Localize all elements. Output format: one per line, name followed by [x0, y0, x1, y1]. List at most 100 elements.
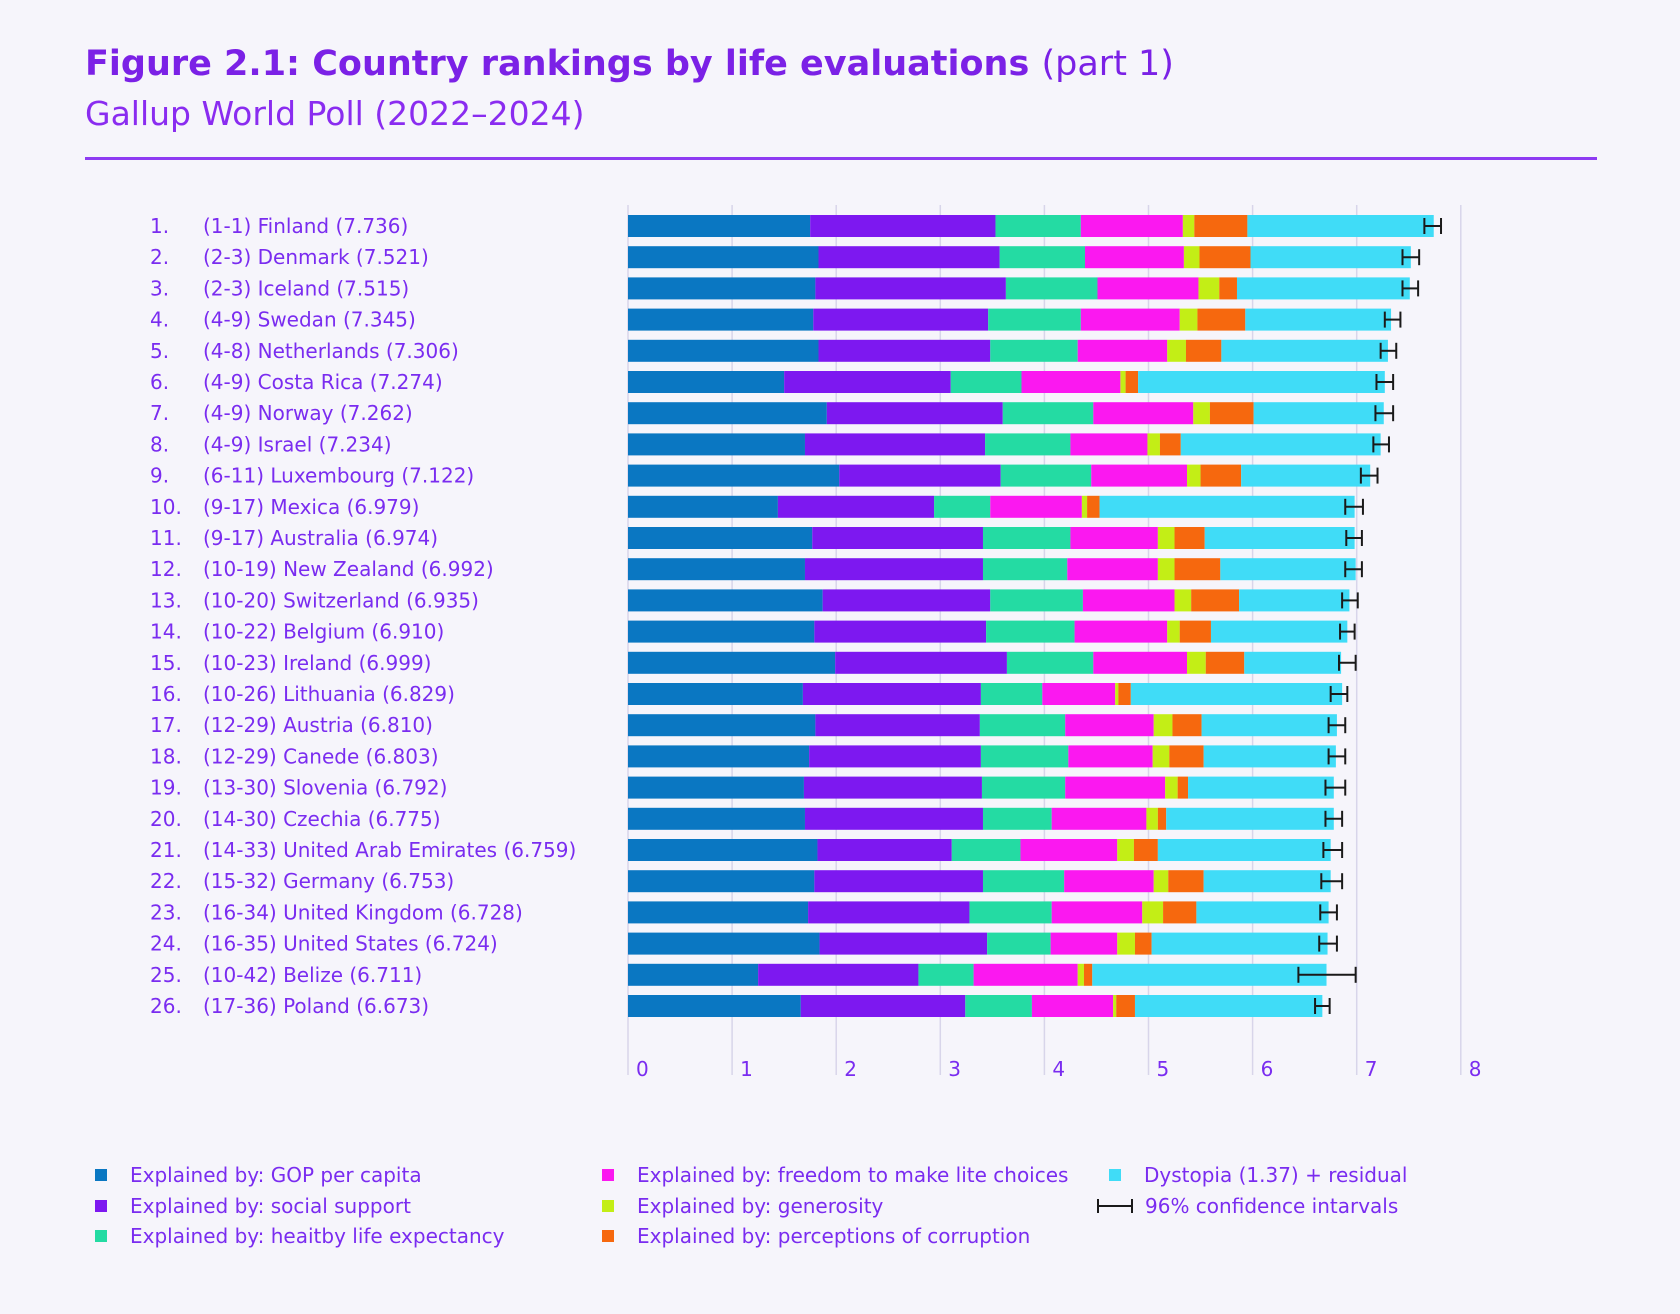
bar-segment — [1247, 215, 1434, 237]
bar-segment — [815, 277, 1006, 300]
legend-swatch-generosity — [602, 1200, 614, 1212]
rank-label: 5. — [150, 339, 169, 363]
bar-segment — [1204, 527, 1355, 549]
category-label: (14-33) United Arab Emirates (6.759) — [203, 838, 576, 862]
bar-segment — [985, 433, 1071, 456]
bar-segment — [986, 620, 1075, 643]
bar-segment — [809, 745, 981, 768]
legend-item-dystopia: Dystopia (1.37) + residual — [1109, 1163, 1407, 1187]
category-label: (10-20) Switzerland (6.935) — [203, 588, 479, 612]
bar-segment — [815, 714, 980, 737]
legend-item-life-expectancy: Explained by: heaitby life expectancy — [95, 1224, 504, 1248]
bar-segment — [1065, 714, 1154, 737]
bar-segment — [628, 527, 813, 549]
category-label: (14-30) Czechia (6.775) — [203, 807, 441, 831]
category-label: (12-29) Canede (6.803) — [203, 744, 439, 768]
legend-label-generosity: Explained by: generosity — [637, 1194, 884, 1218]
bar-segment — [1244, 651, 1342, 674]
bar-segment — [973, 963, 1078, 986]
bar-segment — [628, 651, 836, 674]
bar-segment — [1147, 433, 1160, 456]
category-label: (15-32) Germany (6.753) — [203, 869, 454, 893]
bar-segment — [1203, 870, 1331, 893]
bar-segment — [1157, 839, 1331, 861]
bar-segment — [628, 495, 778, 518]
bar-segment — [1138, 371, 1385, 393]
bar-segment — [1142, 901, 1164, 924]
bar-segment — [1172, 714, 1202, 737]
bar-segment — [839, 464, 1001, 487]
bar-segment — [813, 308, 989, 331]
rank-label: 17. — [150, 713, 182, 737]
bar-segment — [1125, 371, 1139, 393]
rank-label: 10. — [150, 495, 182, 519]
bar-segment — [822, 589, 991, 612]
bar-segment — [804, 433, 986, 456]
bar-segment — [1209, 402, 1254, 425]
bar-segment — [1065, 776, 1166, 799]
category-label: (13-30) Slovenia (6.792) — [203, 776, 447, 800]
bar-segment — [1152, 745, 1170, 768]
bar-segment — [1146, 807, 1158, 830]
bar-segment — [628, 807, 805, 830]
bar-segment — [628, 932, 820, 955]
bar-segment — [819, 932, 988, 955]
rank-label: 26. — [150, 994, 182, 1018]
legend-item-gdp: Explained by: GOP per capita — [95, 1163, 422, 1187]
rank-label: 19. — [150, 776, 182, 800]
category-label: (6-11) Luxembourg (7.122) — [203, 464, 474, 488]
bar-segment — [999, 246, 1085, 269]
bar-segment — [1210, 620, 1348, 643]
category-label: (10-23) Ireland (6.999) — [203, 651, 431, 675]
legend-item-confidence-interval: 96% confidence intarvals — [1097, 1194, 1398, 1218]
bar-segment — [1091, 464, 1188, 487]
bar-segment — [1187, 464, 1201, 487]
rank-label: 7. — [150, 401, 169, 425]
bar-segment — [628, 870, 815, 893]
bar-segment — [1117, 932, 1135, 955]
bar-segment — [1064, 870, 1154, 893]
bar-segment — [1087, 495, 1100, 518]
chart-title-main: Figure 2.1: Country rankings by life eva… — [85, 44, 1030, 84]
bar-segment — [1093, 651, 1188, 674]
category-label: (4-9) Costa Rica (7.274) — [203, 370, 443, 394]
rank-label: 25. — [150, 963, 182, 987]
bar-segment — [784, 371, 951, 393]
bar-segment — [1084, 246, 1184, 269]
bar-segment — [1153, 714, 1173, 737]
bar-segment — [1157, 558, 1175, 581]
bar-segment — [1167, 339, 1186, 362]
bar-segment — [1174, 527, 1205, 549]
rank-label: 4. — [150, 308, 169, 332]
bar-segment — [1134, 995, 1323, 1017]
bar-segment — [628, 558, 805, 581]
category-label: (10-22) Belgium (6.910) — [203, 620, 444, 644]
bar-segment — [1201, 714, 1337, 737]
bar-segment — [1153, 870, 1169, 893]
rank-label: 14. — [150, 620, 182, 644]
stacked-bar-chart: 1. (1-1) Finland (7.736) 2. (2-3) Denmark (… — [150, 205, 1482, 1081]
bar-segment — [980, 745, 1069, 768]
bar-segment — [981, 776, 1066, 799]
bar-segment — [982, 527, 1071, 549]
bar-segment — [1165, 776, 1178, 799]
bar-segment — [628, 901, 809, 924]
rank-label: 23. — [150, 900, 182, 924]
bar-segment — [1159, 433, 1181, 456]
x-tick-label: 6 — [1261, 1057, 1274, 1081]
bar-segment — [1099, 495, 1355, 518]
bar-segment — [1020, 839, 1118, 861]
bar-segment — [1174, 589, 1192, 612]
legend-label-freedom: Explained by: freedom to make lite choic… — [637, 1163, 1069, 1187]
bar-segment — [628, 620, 815, 643]
legend-label-corruption: Explained by: perceptions of corruption — [637, 1224, 1031, 1248]
title-divider — [85, 157, 1597, 160]
bar-segment — [628, 839, 818, 861]
bar-segment — [1183, 246, 1200, 269]
category-label: (4-8) Netherlands (7.306) — [203, 339, 459, 363]
bar-segment — [950, 371, 1022, 393]
bar-segment — [628, 246, 819, 269]
x-tick-label: 7 — [1365, 1057, 1378, 1081]
rank-label: 20. — [150, 807, 182, 831]
rank-label: 12. — [150, 557, 182, 581]
